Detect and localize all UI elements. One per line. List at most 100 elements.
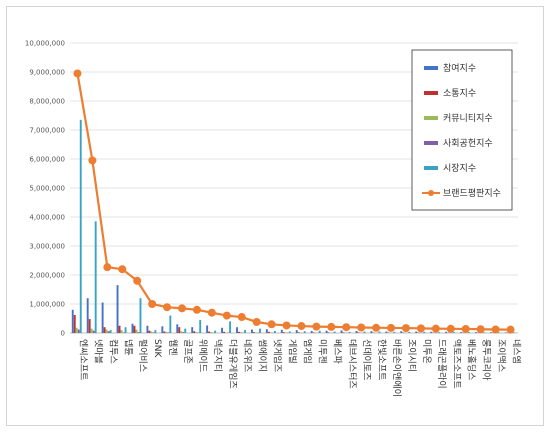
x-tick-label: 넷마블 — [92, 339, 103, 364]
x-tick-label: 미투온 — [421, 339, 432, 364]
x-tick-label: 넥슨지티 — [212, 339, 223, 372]
line-point — [282, 321, 291, 330]
bar — [94, 221, 97, 333]
line-point — [88, 156, 97, 165]
line-point — [222, 311, 231, 320]
line-point — [416, 324, 425, 333]
bar — [71, 309, 74, 333]
line-point — [372, 323, 381, 332]
y-tick-label: 1,000,000 — [29, 301, 65, 309]
x-tick-label: 네스엠 — [511, 339, 523, 364]
x-tick-label: 액토즈소프트 — [451, 339, 463, 389]
bar — [180, 331, 183, 333]
x-tick-label: 썸에이지 — [257, 339, 268, 372]
bar — [489, 332, 492, 333]
y-tick-label: 0 — [61, 330, 65, 338]
line-point — [357, 323, 366, 332]
x-tick-label: 넷게임즈 — [272, 339, 284, 372]
bar — [474, 332, 477, 333]
line-point — [178, 304, 186, 313]
bar — [135, 329, 138, 333]
line-point — [431, 324, 440, 333]
bar — [77, 329, 80, 333]
line-point — [237, 313, 246, 322]
y-tick-label: 8,000,000 — [29, 98, 65, 106]
bar — [150, 331, 153, 333]
y-tick-label: 7,000,000 — [29, 127, 65, 135]
line-point — [506, 325, 515, 334]
bar — [92, 330, 95, 333]
bar — [282, 332, 285, 333]
bar — [124, 327, 127, 333]
bar — [178, 327, 181, 333]
line-point — [491, 325, 500, 334]
bar — [165, 331, 168, 333]
bar — [273, 330, 276, 333]
y-tick-label: 6,000,000 — [29, 156, 65, 164]
bar — [238, 331, 240, 333]
x-tick-label: 바른손이앤에이 — [391, 339, 402, 397]
legend-label: 소통지수 — [443, 88, 476, 99]
bar — [504, 332, 507, 333]
line-point — [402, 324, 410, 333]
bar — [280, 329, 283, 333]
line-point — [461, 324, 470, 333]
line-point — [207, 308, 216, 317]
bar — [333, 331, 336, 333]
bar — [363, 331, 366, 333]
bar — [357, 332, 360, 333]
legend-label: 브랜드평판지수 — [443, 188, 501, 199]
bar — [393, 331, 396, 333]
legend-swatch — [424, 141, 438, 145]
bar — [269, 332, 272, 333]
x-tick-label: 넵튠 — [122, 339, 133, 356]
bar — [430, 331, 433, 333]
bar — [310, 330, 313, 333]
bar — [148, 330, 151, 333]
x-tick-label: 베스파 — [331, 339, 342, 365]
bar — [137, 332, 140, 333]
line-point — [446, 324, 455, 333]
x-tick-label: 한빛소프트 — [376, 339, 387, 380]
legend-box — [411, 49, 513, 211]
bar — [453, 332, 456, 333]
legend-swatch — [424, 166, 438, 170]
bar — [325, 330, 328, 333]
bar — [497, 332, 500, 333]
bar — [161, 326, 164, 333]
bar — [348, 331, 351, 333]
x-tick-label: 조이맥스 — [496, 339, 507, 372]
line-point — [133, 276, 142, 285]
bar — [415, 331, 418, 333]
x-tick-label: 웹젠 — [167, 339, 178, 356]
bar — [122, 332, 125, 333]
bar — [482, 332, 485, 333]
line-point — [73, 69, 82, 78]
y-tick-label: 4,000,000 — [29, 214, 65, 222]
bar — [133, 325, 136, 333]
bar — [288, 331, 291, 333]
bar — [131, 323, 134, 333]
line-point — [297, 322, 306, 331]
bar — [355, 330, 358, 333]
legend-label: 참여지수 — [443, 62, 476, 74]
x-tick-label: 드래곤플라이 — [436, 339, 447, 389]
y-tick-label: 2,000,000 — [29, 272, 65, 280]
bar — [88, 319, 91, 333]
x-tick-label: 선데이토즈 — [361, 339, 372, 380]
bar — [90, 328, 93, 333]
bar — [163, 331, 166, 333]
bar — [295, 330, 298, 333]
bar — [105, 329, 108, 333]
bar — [193, 331, 196, 333]
bar — [167, 332, 170, 333]
bar — [250, 329, 253, 333]
x-tick-label: 데브시스터즈 — [346, 339, 357, 389]
bar — [206, 325, 209, 333]
bar — [214, 330, 217, 333]
bar — [297, 332, 300, 333]
bar — [240, 332, 242, 333]
bar — [229, 321, 232, 333]
bar — [400, 331, 403, 333]
